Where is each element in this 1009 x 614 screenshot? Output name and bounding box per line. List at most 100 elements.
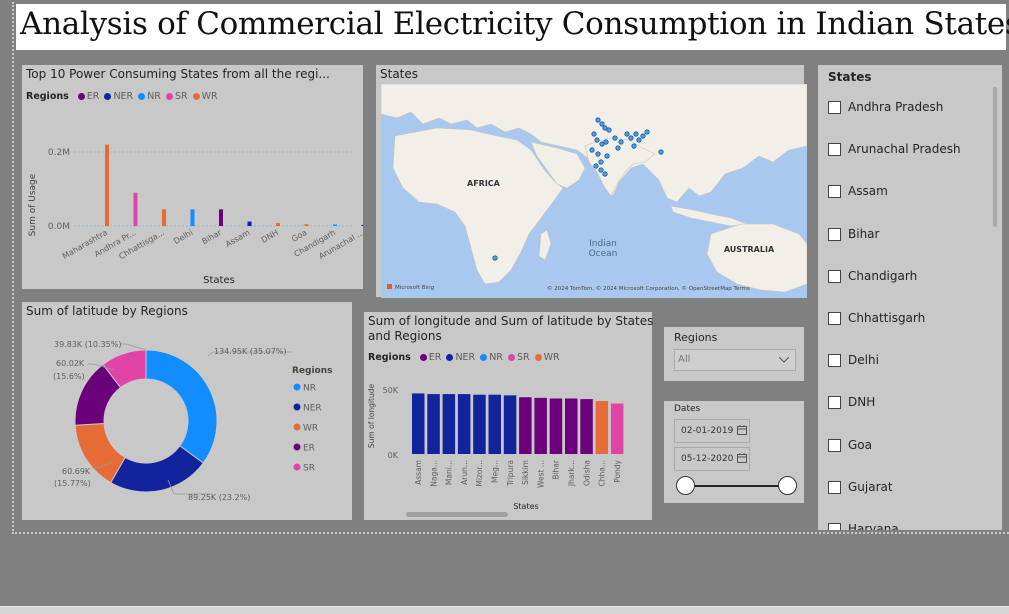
- states-scrollbar[interactable]: [993, 87, 997, 227]
- longlat-bar-7[interactable]: [519, 397, 532, 454]
- donut-legend-item[interactable]: SR: [303, 464, 315, 474]
- chevron-down-icon: [779, 357, 789, 363]
- donut-label-sr: 39.83K (10.35%): [54, 340, 121, 349]
- longlat-bar-8[interactable]: [534, 397, 547, 454]
- donut-slice-ner[interactable]: [110, 445, 204, 493]
- longlat-xtick-label: Assam: [414, 460, 423, 485]
- states-slicer-item-label: Arunachal Pradesh: [848, 142, 961, 157]
- donut-label-wr-pct: (15.77%): [54, 479, 91, 488]
- states-slicer-item-label: Chhattisgarh: [848, 311, 926, 325]
- top10-chart-panel[interactable]: Top 10 Power Consuming States from all t…: [22, 65, 363, 289]
- checkbox[interactable]: [828, 354, 841, 368]
- states-slicer-item[interactable]: Andhra Pradesh: [828, 100, 943, 118]
- donut-label-er-pct: (15.6%): [53, 372, 85, 381]
- longlat-bar-6[interactable]: [503, 395, 517, 454]
- regions-slicer-panel: Regions All: [664, 327, 804, 381]
- longlat-bar-11[interactable]: [580, 399, 593, 454]
- longlat-bar-chart[interactable]: Sum of longitude 50K 0K Assam Naga... Mani…: [364, 312, 652, 520]
- map-attribution[interactable]: © 2024 TomTom, © 2024 Microsoft Corporat…: [547, 285, 750, 292]
- states-slicer-item[interactable]: Goa: [828, 438, 872, 456]
- longlat-bar-3[interactable]: [457, 394, 471, 454]
- calendar-icon[interactable]: [737, 453, 747, 463]
- legend-nr[interactable]: NR: [147, 91, 161, 102]
- checkbox[interactable]: [828, 269, 841, 283]
- longlat-bar-2[interactable]: [442, 394, 456, 454]
- checkbox[interactable]: [828, 523, 841, 530]
- map-label-ocean-1: Indian: [589, 239, 617, 249]
- states-map[interactable]: AFRICA Indian Ocean AUSTRALIA Microsoft …: [381, 84, 807, 298]
- states-slicer-item[interactable]: Delhi: [828, 353, 879, 371]
- donut-slice-sr[interactable]: [102, 349, 147, 389]
- longlat-chart-panel[interactable]: Sum of longitude and Sum of latitude by …: [364, 312, 653, 520]
- legend-wr[interactable]: WR: [201, 91, 218, 102]
- states-slicer-item[interactable]: Bihar: [828, 227, 879, 245]
- states-slicer-item[interactable]: DNH: [828, 395, 875, 413]
- donut-legend-item[interactable]: WR: [303, 424, 318, 434]
- donut-legend-item[interactable]: NR: [303, 384, 316, 394]
- checkbox[interactable]: [828, 396, 841, 410]
- legend-wr-2[interactable]: WR: [543, 352, 560, 363]
- leader-sr: [120, 343, 147, 351]
- calendar-icon[interactable]: [737, 425, 747, 435]
- states-slicer-item[interactable]: Arunachal Pradesh: [828, 142, 961, 160]
- top10-bar-4[interactable]: [219, 209, 223, 226]
- longlat-bar-10[interactable]: [565, 398, 578, 454]
- checkbox[interactable]: [828, 227, 841, 241]
- legend-er-2[interactable]: ER: [428, 352, 442, 363]
- end-date-input[interactable]: 05-12-2020: [674, 447, 750, 471]
- top10-bar-7[interactable]: [304, 224, 309, 226]
- legend-nr-2[interactable]: NR: [489, 352, 503, 363]
- land-australia: [706, 223, 807, 293]
- states-map-panel[interactable]: States AFRICA Indian Ocean AUSTRALIA: [376, 65, 807, 298]
- states-slicer-item[interactable]: Chhattisgarh: [828, 311, 925, 329]
- checkbox[interactable]: [828, 312, 841, 325]
- donut-legend-item[interactable]: ER: [303, 444, 315, 454]
- top10-ytick-low: 0.0M: [48, 222, 70, 232]
- donut-legend-item[interactable]: NER: [303, 404, 322, 414]
- top10-xtick-label: Bihar: [200, 228, 223, 247]
- checkbox[interactable]: [828, 480, 841, 494]
- checkbox[interactable]: [828, 143, 841, 157]
- checkbox[interactable]: [828, 438, 841, 452]
- longlat-bar-4[interactable]: [473, 394, 486, 454]
- checkbox[interactable]: [828, 101, 841, 114]
- date-range-track[interactable]: [684, 485, 788, 487]
- legend-sr-2[interactable]: SR: [516, 352, 530, 363]
- top10-bar-8[interactable]: [333, 224, 337, 226]
- longlat-bar-9[interactable]: [549, 398, 563, 454]
- donut-slice-nr[interactable]: [145, 349, 218, 464]
- start-date-value: 02-01-2019: [681, 426, 734, 436]
- top10-bar-1[interactable]: [133, 192, 138, 226]
- legend-ner[interactable]: NER: [113, 91, 134, 102]
- longlat-xtick-label: Pondy: [613, 459, 622, 482]
- longlat-bar-1[interactable]: [427, 394, 440, 454]
- top10-bar-9[interactable]: [361, 224, 364, 226]
- legend-sr[interactable]: SR: [174, 91, 188, 102]
- longlat-bar-0[interactable]: [412, 393, 425, 454]
- top10-bar-3[interactable]: [190, 209, 195, 226]
- top10-bar-0[interactable]: [105, 144, 109, 226]
- latitude-donut-panel[interactable]: Sum of latitude by Regions 134.95K (35.0…: [22, 302, 352, 520]
- start-date-input[interactable]: 02-01-2019: [674, 419, 750, 443]
- legend-ner-2[interactable]: NER: [455, 352, 476, 363]
- latitude-donut-chart[interactable]: 134.95K (35.07%) 89.25K (23.2%) 60.69K (…: [22, 302, 352, 520]
- states-slicer-item[interactable]: Assam: [828, 184, 888, 202]
- states-slicer-item[interactable]: Gujarat: [828, 480, 893, 498]
- date-range-start-handle[interactable]: [676, 476, 695, 495]
- legend-er[interactable]: ER: [86, 91, 100, 102]
- top10-bar-2[interactable]: [162, 209, 166, 226]
- regions-dropdown[interactable]: All: [674, 349, 796, 371]
- donut-legend-dot: [293, 443, 301, 451]
- longlat-bar-5[interactable]: [488, 394, 502, 454]
- top10-bar-6[interactable]: [276, 223, 280, 226]
- date-range-end-handle[interactable]: [778, 476, 797, 495]
- states-slicer-item-label: Assam: [848, 184, 888, 199]
- states-slicer-item[interactable]: Chandigarh: [828, 269, 917, 287]
- longlat-bar-12[interactable]: [595, 401, 609, 454]
- top10-bar-chart[interactable]: Sum of Usage 0.2M 0.0M MaharashtraAndhra…: [22, 65, 363, 289]
- checkbox[interactable]: [828, 185, 841, 199]
- longlat-scrollbar[interactable]: [406, 512, 508, 517]
- top10-bar-5[interactable]: [247, 221, 252, 226]
- longlat-bar-13[interactable]: [610, 403, 624, 454]
- states-slicer-item[interactable]: Haryana: [828, 522, 899, 530]
